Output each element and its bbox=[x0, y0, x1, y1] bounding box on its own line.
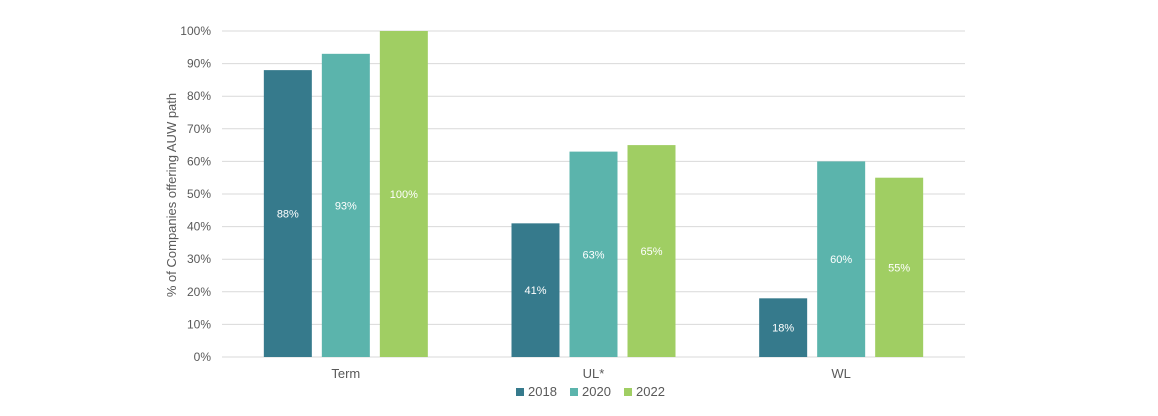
y-tick-label: 70% bbox=[187, 122, 211, 136]
y-tick-label: 90% bbox=[187, 57, 211, 71]
y-axis-ticks: 0% 10% 20% 30% 40% 50% 60% 70% 80% 90% 100% bbox=[180, 24, 211, 364]
y-tick-label: 40% bbox=[187, 220, 211, 234]
x-category-label: UL* bbox=[583, 366, 605, 381]
bars bbox=[263, 31, 924, 358]
legend-item: 2020 bbox=[570, 384, 611, 399]
y-tick-label: 50% bbox=[187, 187, 211, 201]
legend-item: 2018 bbox=[516, 384, 557, 399]
y-tick-label: 80% bbox=[187, 89, 211, 103]
y-tick-label: 10% bbox=[187, 317, 211, 331]
data-label: 88% bbox=[277, 209, 299, 221]
data-labels: 88% 93% 100% 41% 63% 65% 18% 60% 55% bbox=[277, 189, 911, 335]
data-label: 41% bbox=[524, 285, 546, 297]
data-label: 55% bbox=[888, 262, 910, 274]
bar bbox=[511, 223, 560, 357]
x-category-label: WL bbox=[831, 366, 851, 381]
bar bbox=[627, 145, 676, 357]
data-label: 65% bbox=[640, 246, 662, 258]
legend-swatch bbox=[570, 388, 578, 396]
bar bbox=[759, 298, 808, 357]
legend-label: 2018 bbox=[528, 384, 557, 399]
bar bbox=[817, 161, 866, 357]
bar bbox=[379, 31, 428, 357]
legend-label: 2022 bbox=[636, 384, 665, 399]
legend: 2018 2020 2022 bbox=[516, 384, 665, 399]
data-label: 63% bbox=[582, 249, 604, 261]
bar bbox=[569, 151, 618, 357]
y-tick-label: 20% bbox=[187, 285, 211, 299]
y-tick-label: 100% bbox=[180, 24, 211, 38]
y-tick-label: 0% bbox=[194, 350, 212, 364]
data-label: 93% bbox=[335, 200, 357, 212]
data-label: 18% bbox=[772, 323, 794, 335]
bar bbox=[263, 70, 312, 358]
y-axis-title: % of Companies offering AUW path bbox=[164, 93, 179, 297]
legend-swatch bbox=[516, 388, 524, 396]
bar bbox=[321, 53, 370, 357]
data-label: 60% bbox=[830, 254, 852, 266]
x-category-label: Term bbox=[331, 366, 360, 381]
y-tick-label: 60% bbox=[187, 154, 211, 168]
x-axis-categories: Term UL* WL bbox=[331, 366, 851, 381]
legend-swatch bbox=[624, 388, 632, 396]
y-tick-label: 30% bbox=[187, 252, 211, 266]
legend-label: 2020 bbox=[582, 384, 611, 399]
bar bbox=[875, 177, 924, 357]
legend-item: 2022 bbox=[624, 384, 665, 399]
data-label: 100% bbox=[390, 189, 418, 201]
